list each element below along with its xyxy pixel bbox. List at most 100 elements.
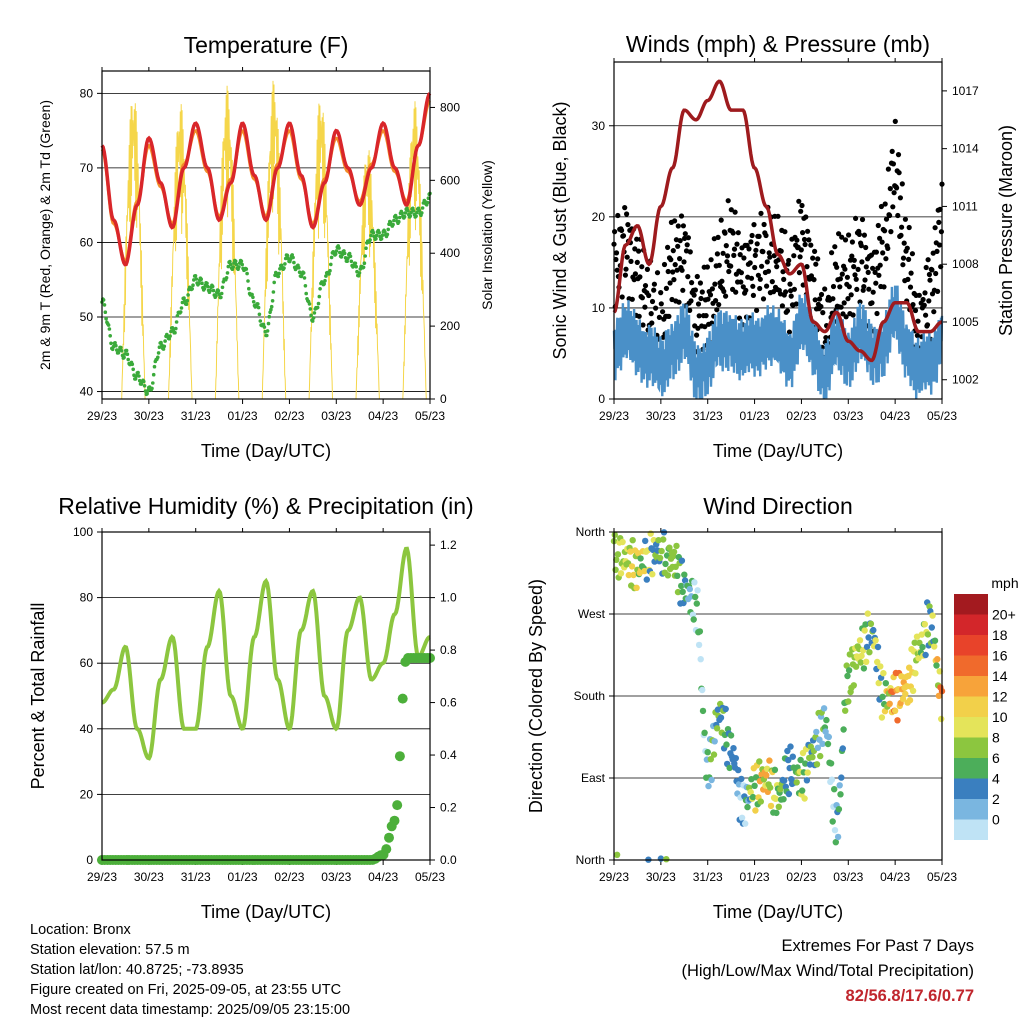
- direction-point: [806, 761, 814, 768]
- dewpoint-point: [116, 351, 121, 355]
- direction-point: [766, 757, 773, 764]
- direction-point: [701, 729, 708, 736]
- extremes-summary: Extremes For Past 7 Days (High/Low/Max W…: [681, 934, 974, 1009]
- dewpoint-point: [133, 377, 138, 381]
- dewpoint-point: [197, 281, 201, 286]
- direction-point: [831, 827, 839, 834]
- dewpoint-point: [179, 306, 184, 310]
- gust-point: [781, 276, 787, 282]
- gust-point: [746, 246, 752, 252]
- gust-point: [672, 218, 678, 224]
- gust-point: [885, 166, 892, 172]
- gust-point: [920, 296, 926, 303]
- direction-point: [781, 777, 788, 784]
- gust-point: [677, 256, 683, 262]
- direction-point: [697, 656, 704, 663]
- precip-point: [397, 693, 408, 704]
- direction-point: [694, 587, 701, 594]
- dewpoint-point: [233, 259, 238, 264]
- direction-point: [877, 663, 884, 670]
- gust-point: [722, 230, 728, 236]
- gust-point: [839, 234, 845, 240]
- precip-point: [384, 832, 394, 843]
- x-tick-label: 02/23: [274, 409, 304, 423]
- gust-point: [842, 266, 848, 272]
- gust-point: [910, 302, 916, 308]
- direction-point: [819, 740, 826, 747]
- direction-point: [657, 855, 665, 862]
- gust-point: [891, 190, 897, 196]
- direction-point: [771, 766, 779, 773]
- direction-point: [933, 662, 940, 669]
- direction-point: [696, 628, 704, 635]
- gust-point: [764, 259, 770, 265]
- direction-point: [846, 651, 853, 658]
- direction-point: [628, 563, 636, 570]
- direction-point: [612, 566, 619, 573]
- gust-point: [885, 245, 891, 251]
- dewpoint-point: [397, 219, 401, 224]
- dewpoint-point: [327, 272, 331, 276]
- dewpoint-point: [246, 279, 250, 283]
- gust-point: [815, 256, 821, 262]
- gust-point: [636, 248, 642, 254]
- direction-point: [878, 714, 886, 721]
- dewpoint-point: [124, 348, 129, 353]
- direction-point: [752, 774, 760, 781]
- dewpoint-point: [228, 262, 233, 267]
- dewpoint-point: [301, 271, 306, 275]
- dewpoint-point: [346, 256, 350, 261]
- gust-point: [803, 214, 809, 220]
- gust-point: [658, 301, 664, 307]
- gust-point: [728, 263, 734, 269]
- gust-point: [725, 198, 731, 204]
- colorbar-label: 8: [992, 730, 1000, 746]
- dewpoint-point: [297, 270, 302, 275]
- dewpoint-point: [131, 367, 135, 372]
- dewpoint-point: [302, 276, 307, 280]
- direction-point: [931, 643, 938, 650]
- dewpoint-point: [109, 341, 113, 346]
- direction-point: [909, 687, 917, 694]
- direction-point: [797, 756, 804, 764]
- gust-point: [723, 243, 729, 249]
- gust-point: [642, 304, 648, 310]
- dewpoint-point: [415, 210, 419, 215]
- gust-point: [908, 270, 914, 276]
- gust-point: [666, 313, 672, 319]
- dewpoint-point: [380, 233, 385, 238]
- gust-point: [876, 272, 882, 278]
- direction-point: [642, 537, 649, 545]
- gust-point: [692, 287, 699, 293]
- gust-point: [853, 215, 859, 221]
- gust-point: [738, 270, 745, 276]
- y-tick-label: South: [574, 689, 605, 703]
- dewpoint-point: [371, 230, 376, 235]
- gust-point: [667, 280, 673, 286]
- dewpoint-point: [308, 307, 313, 311]
- x-tick-label: 05/23: [415, 409, 445, 423]
- gust-point: [850, 312, 856, 318]
- dewpoint-point: [317, 294, 322, 299]
- wind-speed-line: [612, 285, 944, 400]
- dewpoint-point: [245, 271, 249, 276]
- dewpoint-point: [338, 250, 342, 255]
- direction-point: [820, 705, 828, 712]
- precip-point: [392, 800, 403, 811]
- x-tick-label: 03/23: [833, 870, 863, 884]
- direction-point: [679, 588, 686, 595]
- colorbar-swatch: [954, 737, 988, 758]
- gust-point: [672, 262, 678, 268]
- dewpoint-point: [202, 286, 207, 291]
- gust-point: [899, 181, 905, 187]
- y-tick-label: 20: [80, 787, 94, 801]
- y2-axis-label: Solar Insolation (Yellow): [479, 160, 495, 310]
- dewpoint-point: [199, 277, 203, 282]
- chart-title: Temperature (F): [184, 32, 349, 58]
- direction-point: [829, 818, 836, 825]
- direction-point: [691, 579, 698, 586]
- gust-point: [759, 263, 765, 269]
- dewpoint-point: [342, 251, 347, 256]
- y2-tick-label: 1017: [952, 84, 979, 98]
- x-tick-label: 31/23: [693, 870, 723, 884]
